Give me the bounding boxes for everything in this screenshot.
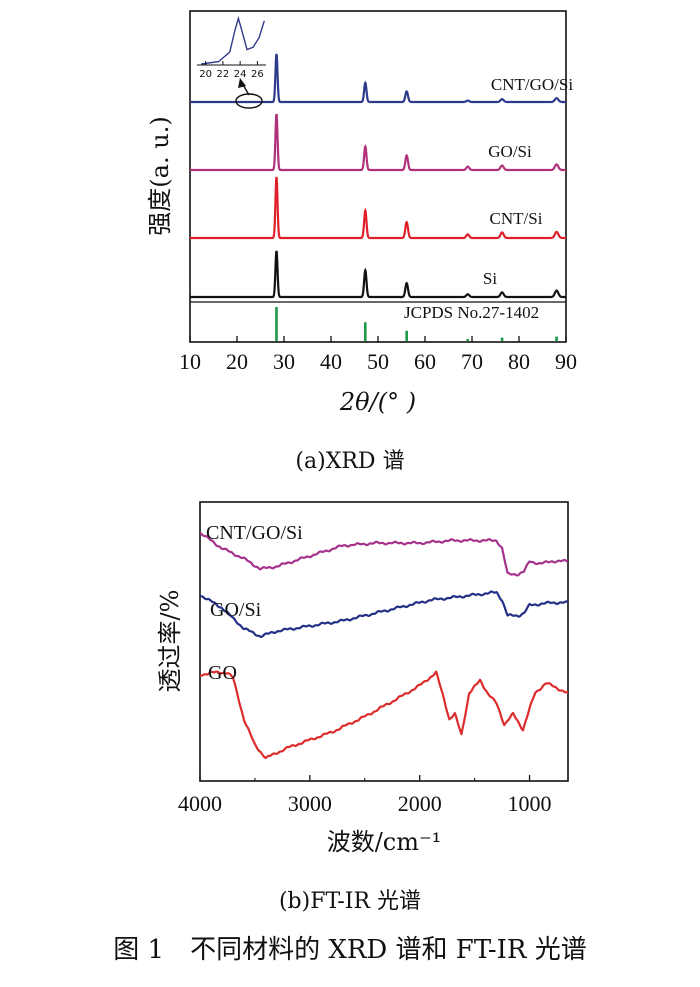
xrd-series-cnt-si (190, 176, 566, 240)
inset-x-tick-label: 20 (199, 69, 212, 80)
ftir-caption: (b)FT-IR 光谱 (279, 889, 421, 914)
xrd-series-cnt-go-si (190, 53, 566, 104)
xrd-x-tick-label: 50 (367, 349, 389, 374)
xrd-x-ticks: 10 20 30 40 50 60 70 80 90 (179, 336, 577, 374)
xrd-label-cnt-go-si: CNT/GO/Si (491, 75, 573, 94)
xrd-x-tick-label: 60 (414, 349, 436, 374)
ftir-series-go (199, 670, 569, 760)
xrd-caption: (a)XRD 谱 (295, 449, 404, 474)
ftir-x-tick-label: 4000 (178, 791, 222, 816)
xrd-x-tick-label: 70 (461, 349, 483, 374)
xrd-chart: 10 20 30 40 50 60 70 80 90 CNT/GO/Si GO/Si CNT/Si S… (146, 10, 577, 416)
xrd-inset: 20 22 24 26 (197, 15, 266, 80)
ftir-series-labels: CNT/GO/Si GO/Si GO (206, 522, 303, 684)
ftir-x-tick-label: 1000 (508, 791, 552, 816)
ftir-series-go-si (199, 590, 569, 638)
xrd-x-tick-label: 40 (320, 349, 342, 374)
inset-curve (201, 15, 265, 65)
inset-x-tick-label: 22 (217, 69, 230, 80)
ftir-x-ticks: 4000 3000 2000 1000 (178, 775, 552, 816)
xrd-series-si (190, 250, 566, 299)
xrd-x-tick-label: 20 (226, 349, 248, 374)
xrd-reference-group (275, 307, 558, 341)
xrd-x-tick-label: 10 (179, 349, 201, 374)
xrd-label-go-si: GO/Si (488, 142, 532, 161)
inset-arrow-head (238, 78, 246, 88)
ftir-y-axis-label: 透过率/% (156, 590, 184, 693)
ftir-label-cnt-go-si: CNT/GO/Si (206, 522, 303, 544)
ftir-label-go-si: GO/Si (210, 599, 262, 621)
ftir-plot-frame (199, 501, 569, 782)
ftir-label-go: GO (208, 662, 237, 684)
inset-x-tick-label: 24 (234, 69, 247, 80)
xrd-series-group (190, 53, 566, 299)
xrd-label-cnt-si: CNT/Si (490, 209, 543, 228)
xrd-plot-frame (189, 10, 567, 343)
ftir-x-tick-label: 2000 (398, 791, 442, 816)
ftir-x-tick-label: 3000 (288, 791, 332, 816)
xrd-x-axis-label: 2θ/(° ) (339, 388, 416, 416)
xrd-x-tick-label: 80 (508, 349, 530, 374)
xrd-x-tick-label: 30 (273, 349, 295, 374)
ftir-series-cnt-go-si (199, 532, 569, 577)
xrd-y-axis-label: 强度(a. u.) (146, 116, 174, 235)
ftir-x-axis-label: 波数/cm⁻¹ (327, 828, 442, 856)
xrd-series-labels: CNT/GO/Si GO/Si CNT/Si Si (483, 75, 573, 288)
xrd-x-tick-label: 90 (555, 349, 577, 374)
xrd-reference-label: JCPDS No.27-1402 (404, 303, 539, 322)
xrd-label-si: Si (483, 269, 497, 288)
xrd-series-go-si (190, 113, 566, 172)
inset-x-tick-label: 26 (251, 69, 264, 80)
ftir-series-group (199, 532, 569, 760)
figure-caption: 图 1 不同材料的 XRD 谱和 FT-IR 光谱 (113, 935, 586, 965)
